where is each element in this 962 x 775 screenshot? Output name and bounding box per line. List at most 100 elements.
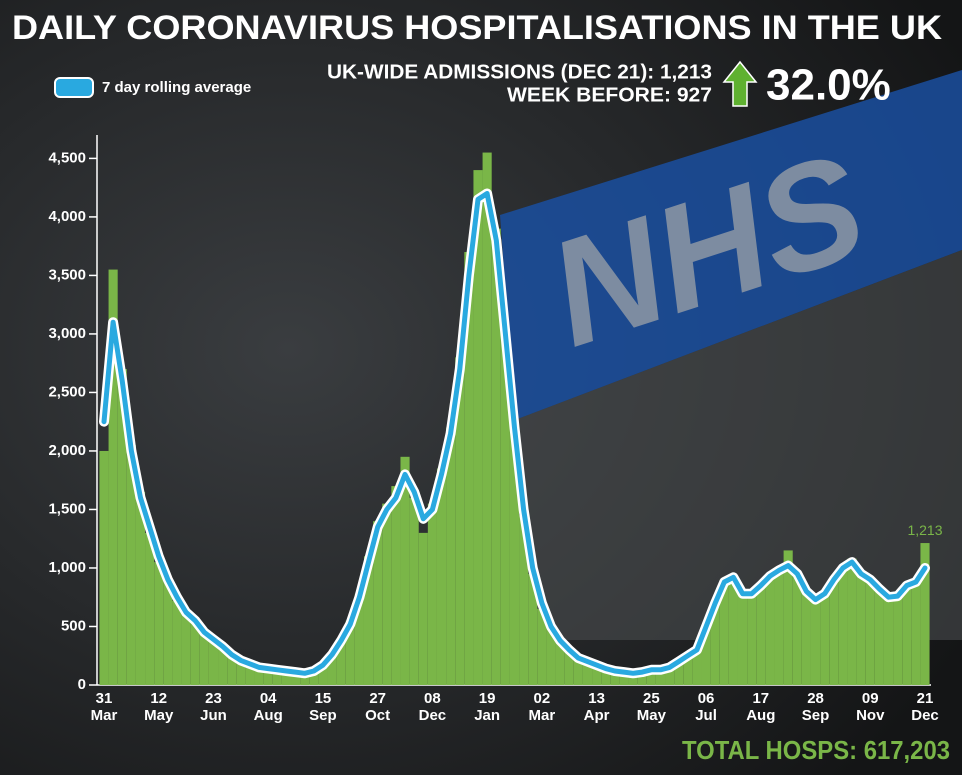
y-tick-label: 4,500 [48,149,86,166]
x-tick-label: 21 Dec [911,690,939,724]
bar [172,600,182,685]
bar [409,497,419,685]
nhs-sign [500,70,962,420]
bar [199,634,209,685]
x-tick-label: 13 Apr [583,690,610,724]
bar [163,582,173,685]
bar [820,596,830,685]
x-tick-label: 12 May [144,690,174,724]
bar [710,600,720,685]
x-tick-label: 28 Sep [801,690,830,724]
y-tick-label: 2,000 [48,442,86,459]
bar [99,450,109,685]
bar [737,596,748,685]
bar [391,486,401,685]
x-tick-label: 08 Dec [418,690,447,724]
bar [765,577,775,685]
bar [436,468,447,685]
bar [546,628,556,685]
bar [783,550,793,685]
bar [610,672,620,685]
y-tick-label: 0 [78,676,86,693]
admissions: UK-WIDE ADMISSIONS (DEC 21): 1,213 [327,61,712,83]
bar [856,573,866,685]
bar [300,673,310,685]
x-tick-label: 15 Sep [309,690,337,724]
bar [883,598,894,685]
bar [810,601,821,685]
total: TOTAL HOSPS: 617,203 [682,735,950,765]
bar [829,580,839,685]
bar [373,521,383,685]
legend-label: 7 day rolling average [102,79,251,96]
bar [528,573,538,685]
bar [874,591,884,685]
bar [464,252,474,685]
value-label: 1,213 [907,522,942,538]
bar [564,652,574,685]
bar [291,673,301,685]
bar [838,565,848,685]
bar [427,503,437,685]
x-tick-label: 25 May [636,690,666,724]
bar [628,673,638,685]
bar [455,357,465,685]
bar [674,662,684,685]
bar [108,269,118,685]
change: 32.0% [766,61,891,110]
bar [582,662,593,685]
x-tick-label: 17 Aug [746,690,776,724]
bar [500,333,510,685]
x-tick-label: 09 Nov [856,690,885,724]
bar [281,672,292,685]
bar [792,575,802,685]
bar [701,626,711,685]
up-arrow [722,60,758,107]
y-tick-label: 1,000 [48,559,86,576]
bar [400,456,410,685]
bar [336,638,346,685]
bar [555,642,565,685]
x-tick-label: 06 Jul [695,690,717,724]
bar [126,445,136,685]
bar [920,543,930,685]
bar [227,655,237,685]
bar [263,669,273,685]
bar [655,669,666,685]
bar [236,661,246,685]
bar [446,427,456,685]
bar [902,585,912,685]
bar [145,532,155,685]
bar [382,503,392,685]
bar [519,515,529,685]
bar [747,594,757,685]
y-tick-label: 4,000 [48,208,86,225]
wall [515,250,962,640]
bar [893,598,903,685]
x-tick-label: 23 Jun [200,690,227,724]
bar [865,580,875,685]
bar [509,427,520,685]
bar [637,673,647,685]
x-tick-label: 02 Mar [528,690,556,724]
chart-title: DAILY CORONAVIRUS HOSPITALISATIONS IN TH… [12,9,942,47]
bar [847,558,857,685]
bar [135,491,146,685]
x-tick-label: 27 Oct [365,690,391,724]
bar [692,651,702,685]
bar [117,369,127,685]
bar [327,652,337,685]
y-tick-label: 1,500 [48,500,86,517]
line [101,191,928,676]
bar [218,647,228,685]
bar [619,673,629,685]
bar [345,620,355,685]
bar [911,583,921,685]
bar [592,666,602,685]
bar [756,586,766,685]
bar [683,656,693,685]
week-before: WEEK BEFORE: 927 [507,84,712,106]
bar [665,668,675,685]
bar [418,532,428,685]
